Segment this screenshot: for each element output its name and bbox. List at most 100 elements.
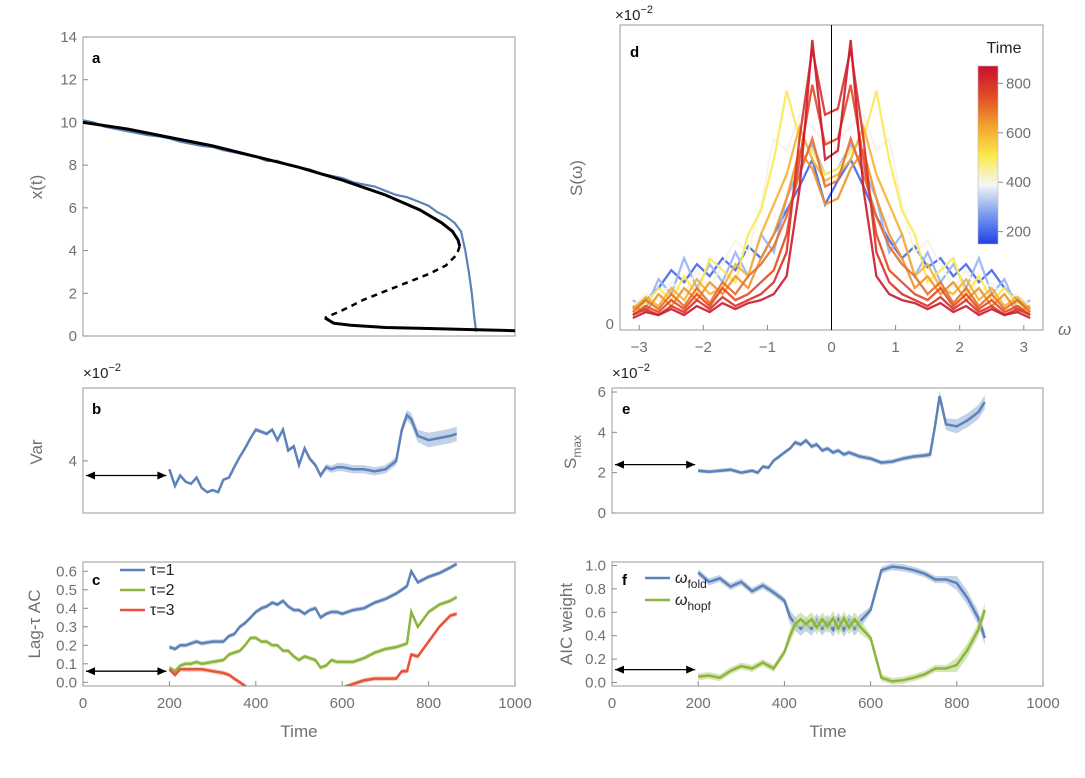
x-tick-label: 0 xyxy=(608,695,616,712)
panel-c-label: c xyxy=(92,572,100,589)
panel-f-xlabel: Time xyxy=(809,722,846,741)
aic-line-2 xyxy=(698,609,986,683)
x-tick-label: 2 xyxy=(956,339,964,356)
colorbar-title: Time xyxy=(987,40,1022,57)
panel-c-plot xyxy=(168,562,458,686)
rolling-window-arrow-head-right xyxy=(157,471,167,480)
panel-c: 0.00.1 0.20.3 0.40.5 0.6 0 200 400 600 800 1000 La… xyxy=(25,561,532,741)
panel-a: 0 2 4 6 8 10 12 14 x(t) a xyxy=(27,29,516,345)
x-tick-label: 200 xyxy=(157,695,182,712)
legend-label-3: τ=3 xyxy=(150,602,175,619)
x-tick-label: −2 xyxy=(695,339,712,356)
panel-a-label: a xyxy=(92,50,101,67)
x-tick-label: 1000 xyxy=(498,695,531,712)
smax-line xyxy=(698,395,986,475)
y-tick-label: 0.1 xyxy=(56,656,77,673)
y-tick-label: 4 xyxy=(69,243,77,260)
y-tick-label: 0.6 xyxy=(585,604,606,621)
colorbar-tick-label: 400 xyxy=(1006,174,1031,191)
y-tick-label: 1.0 xyxy=(585,558,606,575)
y-tick-label: 8 xyxy=(69,157,77,174)
panel-c-frame xyxy=(82,561,516,687)
lag-ac-line-2 xyxy=(168,596,458,673)
y-tick-label: 14 xyxy=(60,29,77,46)
y-tick-label: 10 xyxy=(60,114,77,131)
colorbar-tick-label: 800 xyxy=(1006,75,1031,92)
aic-line-1 xyxy=(697,565,986,639)
x-tick-label: 1000 xyxy=(1026,695,1059,712)
panel-e-ylabel: Smax xyxy=(561,435,584,469)
y-tick-label: 0.2 xyxy=(585,651,606,668)
panel-f-plot xyxy=(697,563,986,685)
y-tick-label: 0.2 xyxy=(56,637,77,654)
y-tick-label: 0.3 xyxy=(56,619,77,636)
y-tick-label: 0.4 xyxy=(56,600,77,617)
axis-multiplier: ×10−2 xyxy=(612,362,650,382)
panel-a-plot xyxy=(83,119,515,333)
y-tick-label: 0 xyxy=(598,505,606,522)
y-tick-label: 12 xyxy=(60,72,77,89)
rolling-window-arrow-head-right xyxy=(157,667,167,676)
lag-ac-band-2 xyxy=(169,594,457,674)
y-tick-label: 0.0 xyxy=(56,674,77,691)
rolling-window-arrow-head-left xyxy=(86,471,95,480)
stable-branch-upper-line xyxy=(83,120,462,247)
panel-f-label: f xyxy=(622,572,628,589)
panel-a-ylabel: x(t) xyxy=(27,175,46,200)
legend-label-1: τ=1 xyxy=(150,562,175,579)
panel-b-plot xyxy=(168,409,458,494)
panel-f: 0.0 0.2 0.4 0.6 0.8 1.0 0 200 400 600 800 1000 AIC w… xyxy=(557,558,1060,741)
axis-multiplier: ×10−2 xyxy=(83,362,121,382)
panel-e-frame xyxy=(611,387,1044,514)
rolling-window-arrow-head-left xyxy=(615,665,624,674)
x-tick-label: 400 xyxy=(243,695,268,712)
x-tick-label: 600 xyxy=(330,695,355,712)
panel-e-label: e xyxy=(622,401,630,418)
y-tick-label: 0 xyxy=(69,328,77,345)
y-tick-label: 6 xyxy=(598,384,606,401)
trajectory-line xyxy=(83,119,478,332)
x-tick-label: 3 xyxy=(1020,339,1028,356)
rolling-window-arrow-head-left xyxy=(86,667,95,676)
variance-line xyxy=(168,412,458,494)
panel-b-label: b xyxy=(92,401,101,418)
panel-d-xlabel: ω xyxy=(1058,320,1071,339)
colorbar-tick-label: 200 xyxy=(1006,224,1031,241)
panel-e: 0 2 4 6 ×10−2 Smax e xyxy=(561,362,1044,522)
y-tick-label: 0.8 xyxy=(585,581,606,598)
aic-band-1 xyxy=(698,563,985,646)
panel-f-frame xyxy=(611,561,1044,687)
panel-d: ×10−2 S(ω) ω −3 −2 −1 0 1 2 3 0 d Time 200 400 600 800 xyxy=(567,4,1071,356)
y-tick-label: 0.6 xyxy=(56,563,77,580)
y-tick-label: 0 xyxy=(606,316,614,333)
x-tick-label: 800 xyxy=(416,695,441,712)
panel-b: 4 ×10−2 Var b xyxy=(27,362,516,514)
x-tick-label: −3 xyxy=(631,339,648,356)
x-tick-label: −1 xyxy=(759,339,776,356)
colorbar-tick-label: 600 xyxy=(1006,125,1031,142)
panel-d-label: d xyxy=(630,44,639,61)
y-tick-label: 2 xyxy=(69,285,77,302)
rolling-window-arrow-head-right xyxy=(686,460,696,469)
x-tick-label: 400 xyxy=(772,695,797,712)
y-tick-label: 2 xyxy=(598,465,606,482)
panel-e-plot xyxy=(698,391,986,475)
legend-label-1: ωfold xyxy=(675,570,707,591)
x-tick-label: 600 xyxy=(858,695,883,712)
panel-f-ylabel: AIC weight xyxy=(557,583,576,665)
stable-branch-lower-line xyxy=(324,316,515,333)
y-tick-label: 0.0 xyxy=(585,674,606,691)
colorbar xyxy=(977,65,999,245)
x-tick-label: 200 xyxy=(686,695,711,712)
y-tick-label: 4 xyxy=(598,424,606,441)
y-tick-label: 4 xyxy=(69,453,77,470)
y-tick-label: 0.5 xyxy=(56,582,77,599)
y-tick-label: 6 xyxy=(69,200,77,217)
legend-label-2: ωhopf xyxy=(675,592,711,613)
legend-label-2: τ=2 xyxy=(150,582,175,599)
variance-band xyxy=(169,409,457,494)
rolling-window-arrow-head-right xyxy=(686,665,696,674)
lag-ac-line-1 xyxy=(168,562,458,651)
panel-b-frame xyxy=(82,387,516,514)
